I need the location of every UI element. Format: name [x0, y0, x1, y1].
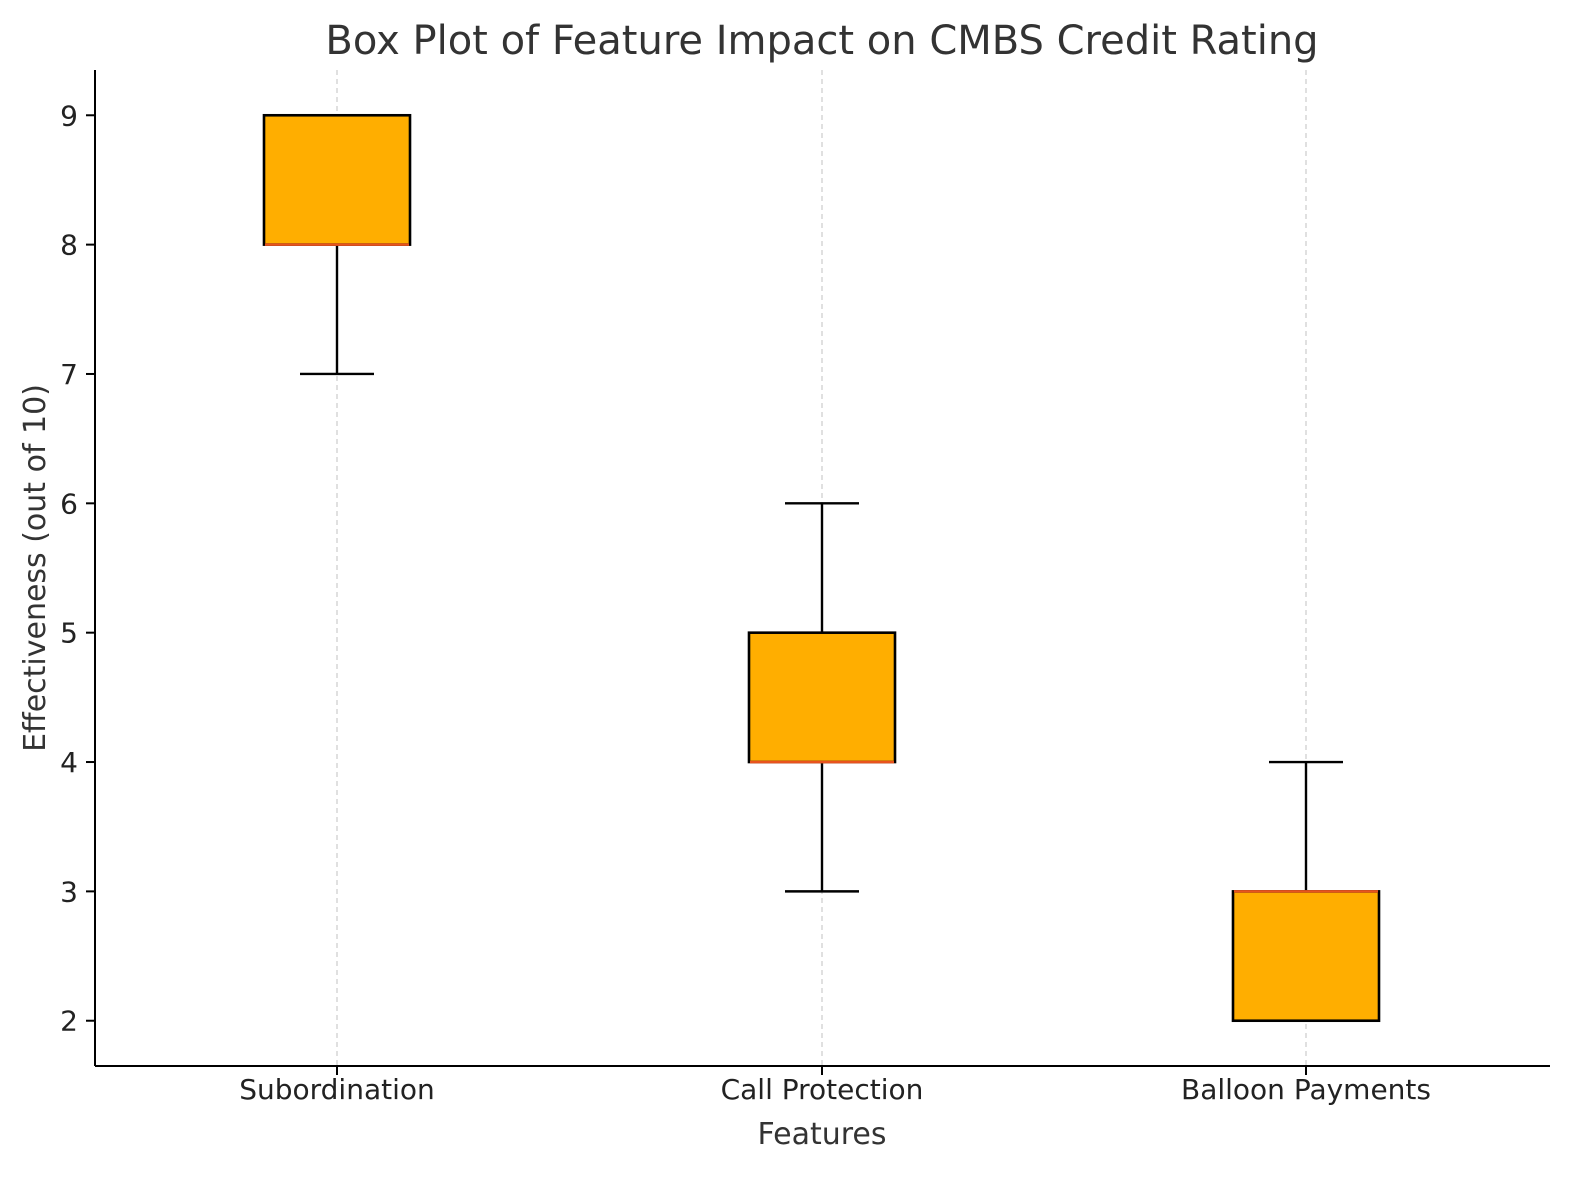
box-layer: [262, 113, 1381, 1023]
y-tick-label-6: 6: [60, 487, 78, 520]
box-group-2: [747, 502, 897, 893]
box-1: [262, 113, 412, 246]
y-tick-label-4: 4: [60, 746, 78, 779]
box-2: [747, 631, 897, 764]
box-group-1: [262, 113, 412, 376]
y-tick-label-8: 8: [60, 229, 78, 262]
y-tick-label-2: 2: [60, 1005, 78, 1038]
x-tick-label-3: Balloon Payments: [1181, 1073, 1431, 1106]
x-tick-label-2: Call Protection: [721, 1073, 924, 1106]
y-axis-label: Effectiveness (out of 10): [18, 384, 53, 752]
x-axis-label: Features: [758, 1117, 887, 1152]
chart-title: Box Plot of Feature Impact on CMBS Credi…: [325, 18, 1318, 64]
box-3: [1231, 890, 1381, 1023]
y-tick-label-3: 3: [60, 875, 78, 908]
y-tick-label-9: 9: [60, 99, 78, 132]
x-tick-label-1: Subordination: [239, 1073, 435, 1106]
y-tick-label-5: 5: [60, 617, 78, 650]
y-tick-label-7: 7: [60, 358, 78, 391]
tick-layer: 2 3 4 5 6 7 8 9 Subordination Call Protection Ball…: [60, 99, 1431, 1106]
box-group-3: [1231, 760, 1381, 1023]
